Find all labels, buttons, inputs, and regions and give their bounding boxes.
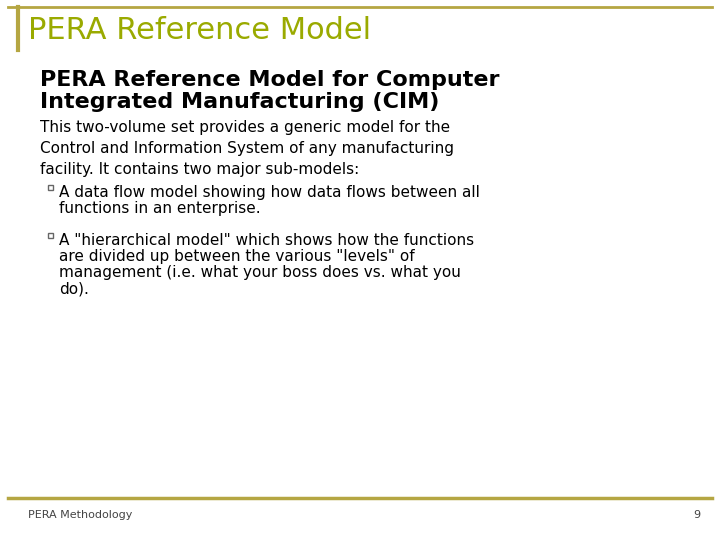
Text: PERA Reference Model for Computer: PERA Reference Model for Computer bbox=[40, 70, 500, 90]
Bar bbox=[48, 185, 53, 190]
Text: PERA Reference Model: PERA Reference Model bbox=[28, 16, 371, 45]
Bar bbox=[48, 233, 53, 238]
Text: PERA Methodology: PERA Methodology bbox=[28, 510, 132, 520]
Text: 9: 9 bbox=[693, 510, 700, 520]
Text: functions in an enterprise.: functions in an enterprise. bbox=[59, 201, 261, 216]
Text: A data flow model showing how data flows between all: A data flow model showing how data flows… bbox=[59, 185, 480, 200]
Text: This two-volume set provides a generic model for the
Control and Information Sys: This two-volume set provides a generic m… bbox=[40, 120, 454, 177]
Text: Integrated Manufacturing (CIM): Integrated Manufacturing (CIM) bbox=[40, 92, 439, 112]
Text: do).: do). bbox=[59, 281, 89, 296]
Text: A "hierarchical model" which shows how the functions: A "hierarchical model" which shows how t… bbox=[59, 233, 474, 248]
Text: are divided up between the various "levels" of: are divided up between the various "leve… bbox=[59, 249, 415, 264]
Text: management (i.e. what your boss does vs. what you: management (i.e. what your boss does vs.… bbox=[59, 265, 461, 280]
